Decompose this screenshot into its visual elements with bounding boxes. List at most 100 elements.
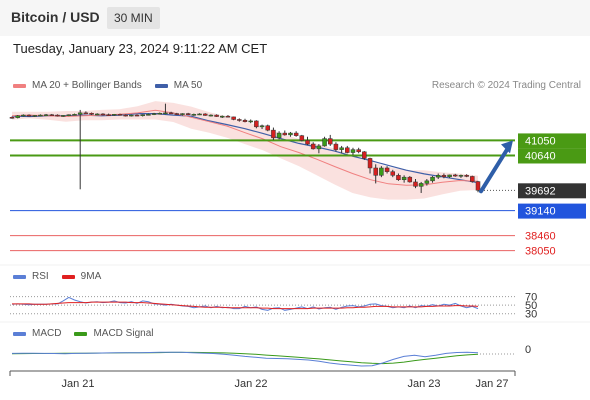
candle xyxy=(282,130,288,136)
candle xyxy=(373,164,378,184)
pivot-tag-text: 39140 xyxy=(525,206,556,218)
macd-legend-label: MACD xyxy=(32,328,62,339)
candle-body xyxy=(350,149,356,153)
candle xyxy=(447,174,452,178)
candle-body xyxy=(265,125,270,131)
candle xyxy=(197,113,202,116)
candle-body xyxy=(60,115,66,117)
candle-body xyxy=(299,135,305,141)
candle-body xyxy=(202,113,208,116)
candle-body xyxy=(225,115,231,118)
candle-body xyxy=(9,117,15,119)
candle-body xyxy=(271,129,276,139)
candle xyxy=(453,173,458,177)
candle-body xyxy=(214,114,219,117)
candle xyxy=(327,134,333,146)
candle xyxy=(55,114,60,117)
candle xyxy=(333,142,339,152)
rsi-ma-legend-swatch xyxy=(61,274,75,279)
bollinger-band xyxy=(12,101,478,200)
candle-body xyxy=(220,115,225,118)
candle xyxy=(140,114,145,117)
candle xyxy=(430,176,435,183)
candle xyxy=(362,151,367,160)
candle-body xyxy=(322,138,327,147)
candle-body xyxy=(458,175,464,177)
support-label-38050: 38050 xyxy=(525,246,556,258)
candle xyxy=(322,136,327,147)
candle-body xyxy=(72,114,77,116)
candle xyxy=(299,134,305,142)
candle xyxy=(21,114,26,117)
candle xyxy=(83,111,89,115)
ma20-legend-label: MA 20 + Bollinger Bands xyxy=(32,80,142,91)
ma50-legend-swatch xyxy=(154,83,168,88)
candle-body xyxy=(362,151,367,159)
candle xyxy=(435,173,441,179)
candle-body xyxy=(117,114,123,116)
candle-body xyxy=(316,145,322,150)
time-axis-label: Jan 27 xyxy=(475,378,508,390)
candle-body xyxy=(242,119,248,122)
macd-legend: MACD MACD Signal xyxy=(13,328,153,339)
candle xyxy=(407,176,413,183)
candle-body xyxy=(424,180,430,184)
candle-body xyxy=(407,176,413,183)
candle xyxy=(66,114,72,117)
candle xyxy=(220,115,225,119)
candle-body xyxy=(441,175,447,178)
candle xyxy=(231,116,236,121)
candle-body xyxy=(384,167,390,172)
rsi-level-label: 30 xyxy=(525,309,537,321)
macd-signal-legend-swatch xyxy=(74,331,88,336)
instrument-title: Bitcoin / USD xyxy=(11,9,100,25)
candle-body xyxy=(66,114,72,116)
candle xyxy=(293,131,299,137)
candle-body xyxy=(77,112,83,115)
candle xyxy=(350,147,356,156)
candle xyxy=(202,113,208,116)
rsi-legend-label: RSI xyxy=(32,271,49,282)
candle-body xyxy=(140,114,145,116)
candle xyxy=(163,103,168,115)
candle xyxy=(100,113,106,116)
candle-body xyxy=(26,114,32,117)
candle-body xyxy=(276,132,282,139)
candle xyxy=(208,114,214,117)
candle-body xyxy=(231,116,236,120)
candle-body xyxy=(32,115,37,117)
macd-signal-line xyxy=(11,351,479,365)
rsi-legend-swatch xyxy=(13,274,26,279)
candle xyxy=(242,118,248,123)
macd-zero-label: 0 xyxy=(525,344,531,356)
candle xyxy=(117,113,123,116)
candle-body xyxy=(180,113,185,115)
candle xyxy=(237,118,242,122)
candle xyxy=(424,179,430,186)
candle xyxy=(384,166,390,174)
time-axis-label: Jan 23 xyxy=(407,378,440,390)
timeframe-button[interactable]: 30 MIN xyxy=(107,7,160,29)
level-tag-text-40640: 40640 xyxy=(525,150,556,162)
candle-body xyxy=(345,147,350,153)
candle xyxy=(214,114,219,117)
candle-body xyxy=(293,132,299,136)
candle xyxy=(94,113,100,116)
candle xyxy=(134,114,140,117)
candle xyxy=(339,145,344,154)
candle xyxy=(464,174,469,178)
candle-body xyxy=(248,120,253,123)
candle-body xyxy=(464,175,469,177)
candle-body xyxy=(208,114,214,117)
ma20-line xyxy=(11,109,479,186)
candle xyxy=(475,180,481,193)
candle xyxy=(345,145,350,154)
candle xyxy=(310,142,316,150)
level-tag-40640 xyxy=(518,148,586,164)
candle xyxy=(441,173,447,179)
candle xyxy=(390,169,396,178)
candle xyxy=(26,114,32,117)
candle-body xyxy=(191,114,197,116)
candle-body xyxy=(49,114,55,116)
support-label-38460: 38460 xyxy=(525,231,556,243)
